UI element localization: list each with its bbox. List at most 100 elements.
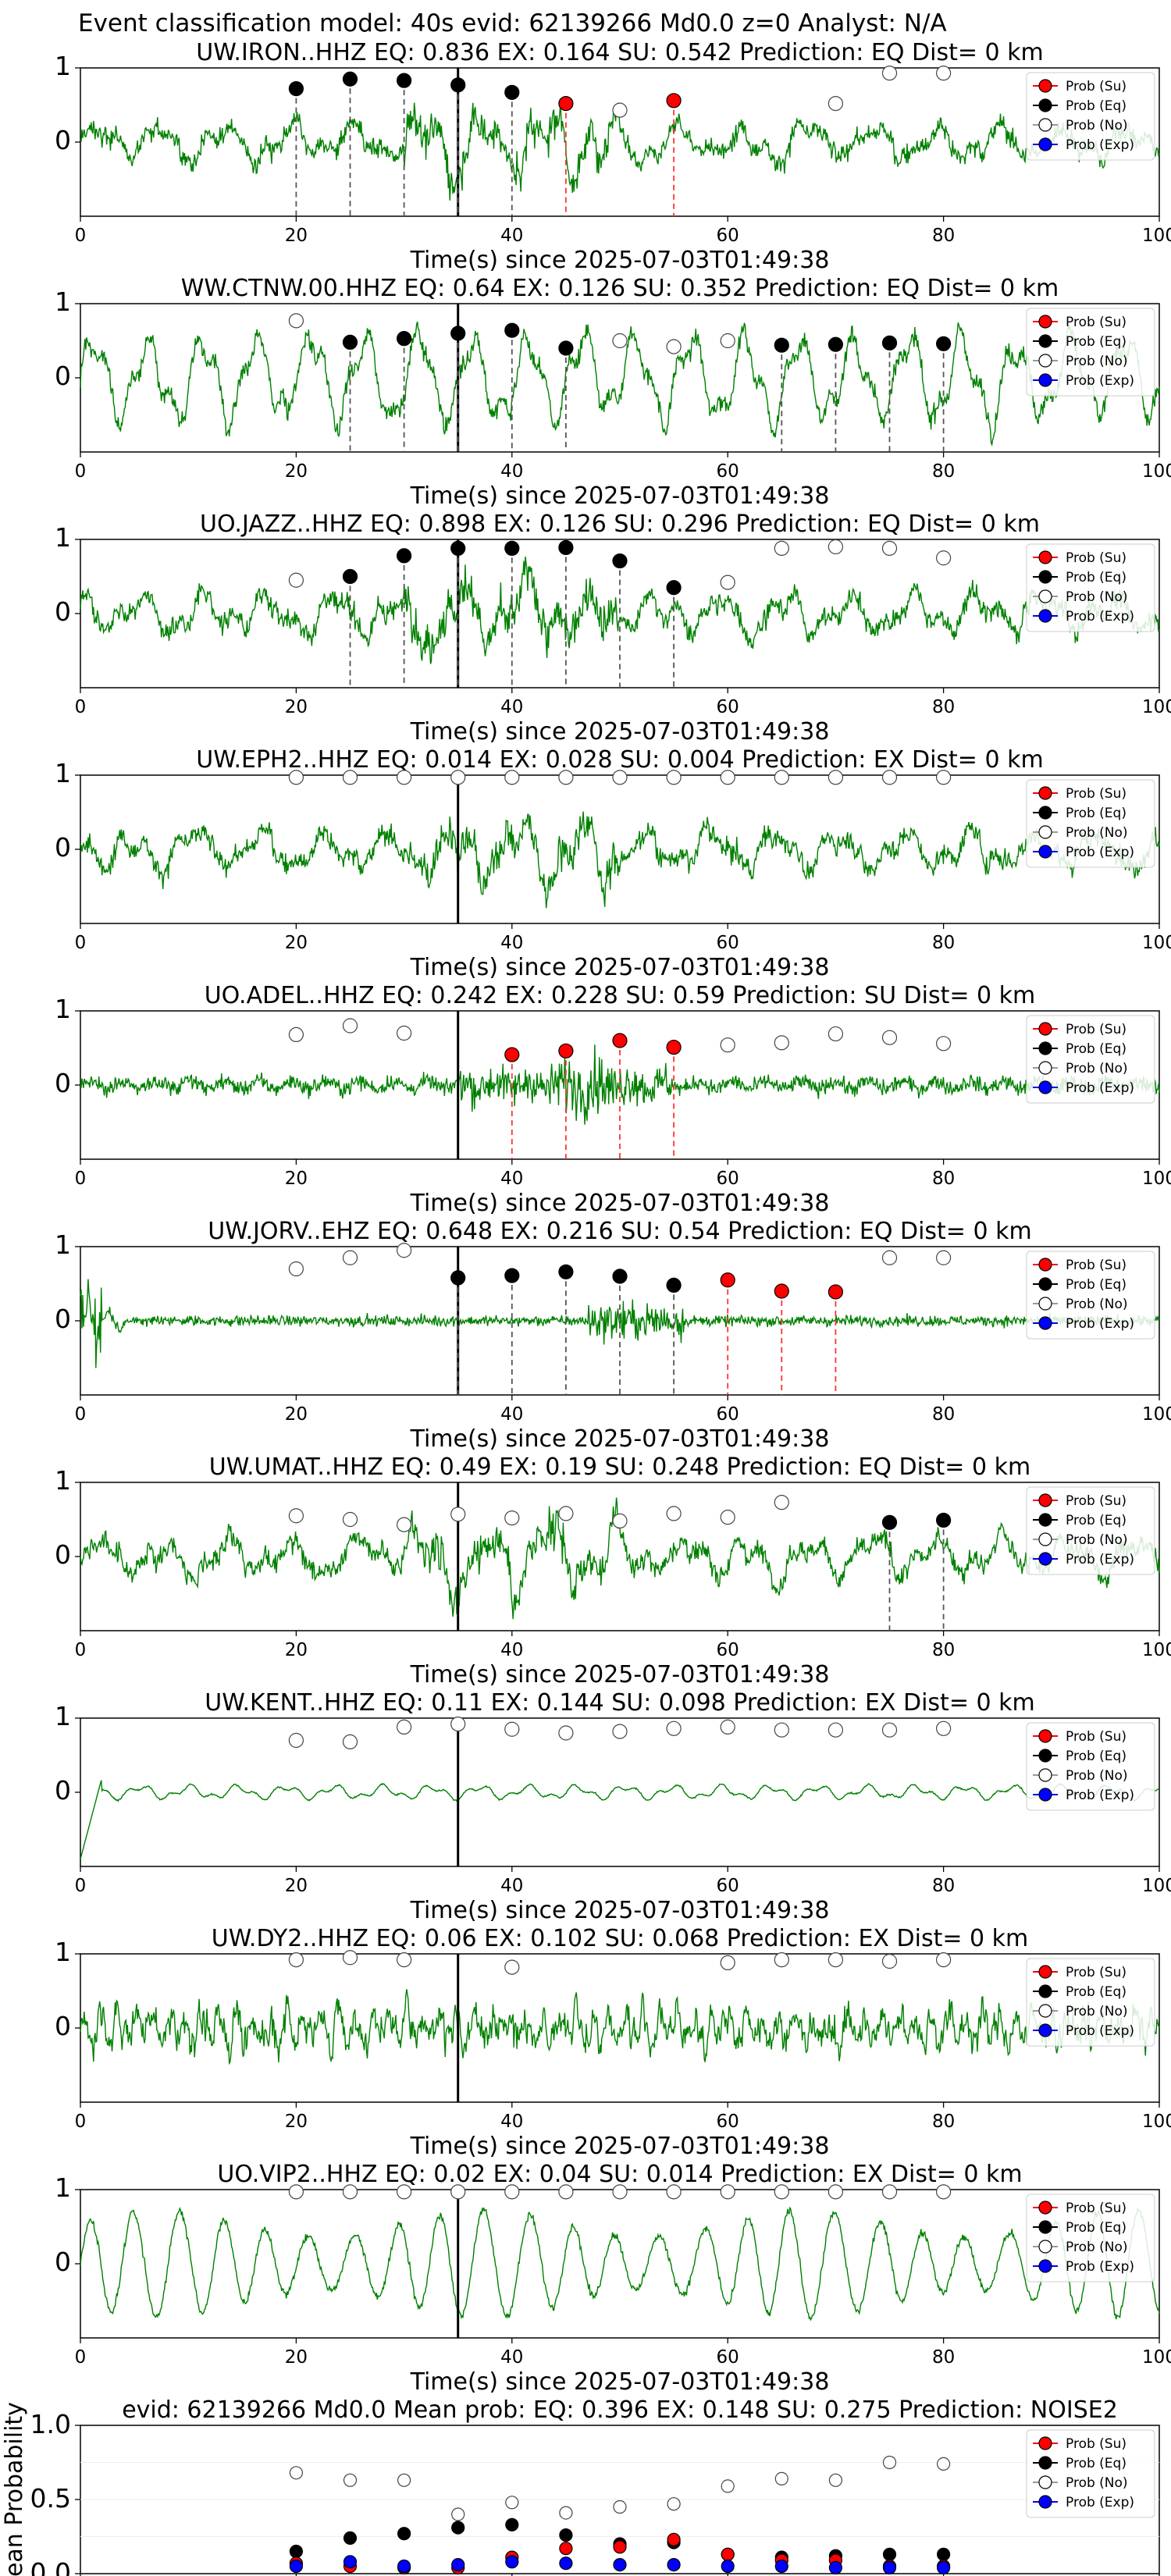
prob-point-no — [288, 2184, 304, 2200]
legend-label: Prob (Su) — [1066, 550, 1127, 566]
prob-point-no — [288, 1508, 304, 1524]
legend-label: Prob (No) — [1066, 1061, 1128, 1076]
legend-label: Prob (Exp) — [1066, 373, 1134, 389]
legend-label: Prob (Eq) — [1066, 1277, 1127, 1293]
prob-point-no — [396, 1025, 412, 1041]
legend-label: Prob (Su) — [1066, 1965, 1127, 1980]
legend-label: Prob (Eq) — [1066, 1749, 1127, 1764]
prob-point-eq — [558, 1264, 574, 1279]
x-axis-label: Time(s) since 2025-07-03T01:49:38 — [410, 482, 830, 510]
prob-point-no — [774, 1722, 789, 1738]
y-tick-label: 0 — [55, 832, 71, 863]
prob-point-su — [504, 1047, 520, 1062]
panel-title: UW.DY2..HHZ EQ: 0.06 EX: 0.102 SU: 0.068… — [212, 1925, 1028, 1952]
panel-4: UW.EPH2..HHZ EQ: 0.014 EX: 0.028 SU: 0.0… — [55, 746, 1171, 981]
prob-point-no — [558, 2184, 574, 2200]
figure-suptitle: Event classification model: 40s evid: 62… — [78, 9, 947, 37]
x-tick-label: 0 — [75, 1640, 87, 1660]
mean-point-su — [613, 2540, 627, 2554]
prob-point-no — [774, 1035, 789, 1051]
legend-marker-exp — [1038, 2495, 1052, 2509]
y-tick-label: 0 — [55, 1775, 71, 1806]
x-tick-label: 80 — [932, 461, 955, 482]
legend-label: Prob (Exp) — [1066, 2023, 1134, 2039]
y-tick-label: 1 — [55, 51, 71, 81]
legend-marker-eq — [1038, 1984, 1052, 1998]
prob-point-no — [828, 770, 844, 785]
x-tick-label: 80 — [932, 933, 955, 953]
x-tick-label: 0 — [75, 226, 87, 246]
legend-label: Prob (Exp) — [1066, 2259, 1134, 2275]
x-tick-label: 0 — [75, 461, 87, 482]
waveform-trace — [80, 321, 1160, 447]
mean-point-exp — [667, 2558, 681, 2572]
prob-point-no — [288, 313, 304, 329]
prob-point-su — [666, 93, 682, 109]
y-axis-label: Mean Probability — [1, 2402, 28, 2576]
prob-point-no — [342, 1734, 358, 1749]
prob-point-no — [558, 1725, 574, 1741]
waveform-trace — [80, 1780, 1160, 1859]
x-tick-label: 40 — [500, 1640, 523, 1660]
mean-point-eq — [559, 2528, 573, 2542]
mean-point-su — [721, 2547, 735, 2561]
prob-point-no — [504, 1510, 520, 1526]
prob-point-su — [558, 96, 574, 112]
prob-point-no — [881, 1030, 898, 1045]
legend-label: Prob (Exp) — [1066, 1788, 1134, 1803]
x-axis-label: Time(s) since 2025-07-03T01:49:38 — [410, 1661, 830, 1688]
prob-point-no — [504, 1721, 520, 1737]
mean-point-exp — [721, 2559, 735, 2574]
legend-label: Prob (Su) — [1066, 786, 1127, 802]
x-tick-label: 0 — [75, 1876, 87, 1896]
x-axis-label: Time(s) since 2025-07-03T01:49:38 — [410, 718, 830, 745]
legend-label: Prob (Su) — [1066, 1493, 1127, 1509]
x-tick-label: 100 — [1142, 1640, 1171, 1660]
legend-label: Prob (Eq) — [1066, 2220, 1127, 2236]
prob-point-no — [881, 1250, 898, 1265]
prob-point-eq — [342, 71, 358, 87]
x-tick-label: 40 — [500, 461, 523, 482]
prob-point-eq — [558, 539, 574, 556]
prob-point-no — [881, 1722, 898, 1738]
x-tick-label: 100 — [1142, 2347, 1171, 2368]
panel-title: UW.JORV..EHZ EQ: 0.648 EX: 0.216 SU: 0.5… — [208, 1218, 1031, 1245]
legend-label: Prob (Su) — [1066, 315, 1127, 330]
mean-point-eq — [882, 2547, 897, 2561]
legend-label: Prob (Eq) — [1066, 1513, 1127, 1528]
x-tick-label: 80 — [932, 1169, 955, 1189]
legend-label: Prob (Exp) — [1066, 2495, 1134, 2510]
prob-point-no — [881, 66, 898, 81]
x-tick-label: 0 — [75, 2347, 87, 2368]
prob-point-no — [666, 770, 682, 785]
legend-marker-no — [1038, 118, 1052, 132]
mean-point-no — [505, 2496, 519, 2510]
x-tick-label: 60 — [717, 1640, 739, 1660]
y-tick-label: 0 — [55, 596, 71, 627]
legend-label: Prob (No) — [1066, 118, 1128, 133]
x-tick-label: 100 — [1142, 461, 1171, 482]
prob-point-no — [774, 1495, 789, 1510]
prob-point-no — [935, 66, 952, 81]
legend-box — [1026, 543, 1155, 632]
x-tick-label: 40 — [500, 2347, 523, 2368]
prob-point-eq — [666, 1277, 682, 1293]
x-tick-label: 20 — [285, 1169, 308, 1189]
prob-point-eq — [828, 336, 844, 352]
prob-point-no — [666, 2184, 682, 2200]
prob-point-no — [342, 1018, 358, 1034]
mean-point-exp — [343, 2555, 358, 2569]
legend-marker-su — [1038, 1258, 1052, 1272]
prob-point-eq — [450, 77, 466, 93]
y-tick-label: 1 — [55, 1229, 71, 1260]
y-tick-label: 1.0 — [30, 2409, 71, 2439]
prob-point-no — [288, 770, 304, 785]
legend-marker-su — [1038, 1965, 1052, 1979]
legend-label: Prob (No) — [1066, 1297, 1128, 1312]
legend-label: Prob (Su) — [1066, 79, 1127, 94]
x-tick-label: 60 — [717, 1876, 739, 1896]
prob-point-eq — [881, 1514, 898, 1530]
legend-label: Prob (Eq) — [1066, 570, 1127, 585]
legend-marker-no — [1038, 1768, 1052, 1782]
prob-point-eq — [935, 336, 952, 351]
